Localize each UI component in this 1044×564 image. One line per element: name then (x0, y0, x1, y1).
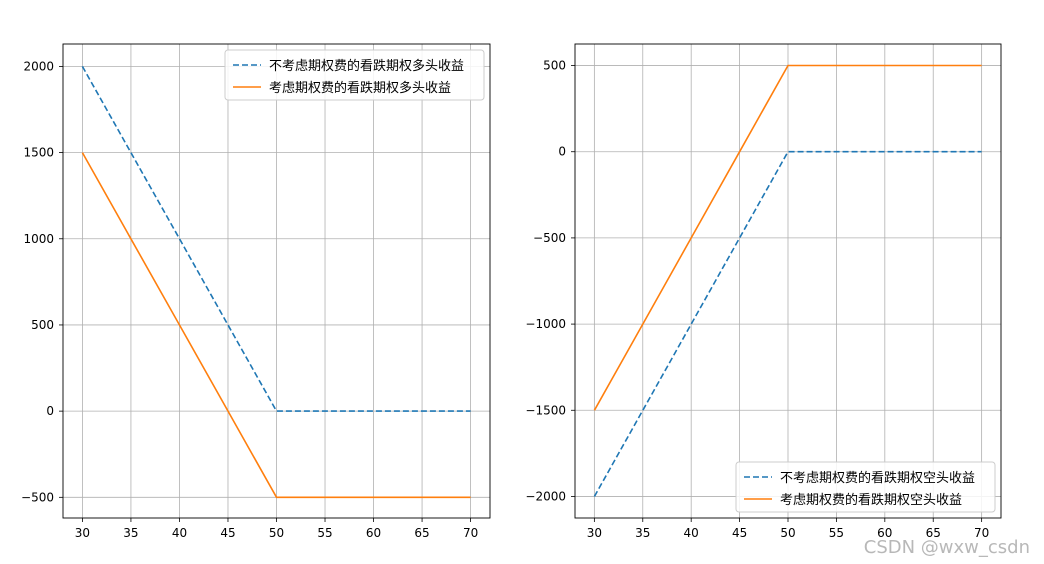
y-tick-label: 0 (46, 404, 54, 418)
x-tick-label: 55 (317, 526, 332, 540)
y-tick-label: 2000 (23, 59, 54, 73)
x-tick-label: 50 (269, 526, 284, 540)
x-tick-label: 30 (587, 526, 602, 540)
x-tick-label: 30 (75, 526, 90, 540)
x-tick-label: 45 (732, 526, 747, 540)
x-tick-label: 40 (684, 526, 699, 540)
x-tick-label: 50 (780, 526, 795, 540)
x-tick-label: 55 (829, 526, 844, 540)
y-tick-label: −500 (21, 490, 54, 504)
legend-box (735, 461, 996, 513)
y-tick-label: 500 (543, 59, 566, 73)
y-tick-label: 1500 (23, 146, 54, 160)
x-tick-label: 35 (635, 526, 650, 540)
x-tick-label: 70 (463, 526, 478, 540)
series-line-1 (81, 66, 471, 412)
y-tick-label: 500 (31, 318, 54, 332)
legend-box (224, 49, 485, 101)
series-line-1 (593, 150, 982, 497)
y-tick-label: −500 (533, 231, 566, 245)
x-tick-label: 65 (414, 526, 429, 540)
watermark: CSDN @wxw_csdn (863, 537, 1030, 558)
y-tick-label: −1500 (525, 403, 566, 417)
chart-1: 30 35 40 45 50 55 60 65 70 −500 0 500 1000 1500 2000 不考… (21, 43, 491, 540)
legend-label: 不考虑期权费的看跌期权多头收益 (269, 58, 464, 74)
x-tick-label: 60 (877, 526, 892, 540)
legend-label: 考虑期权费的看跌期权空头收益 (780, 492, 962, 508)
y-tick-label: 0 (558, 145, 566, 159)
y-tick-label: 1000 (23, 232, 54, 246)
legend-label: 不考虑期权费的看跌期权空头收益 (780, 470, 975, 486)
y-tick-label: −2000 (525, 489, 566, 503)
series-line-2 (81, 152, 471, 499)
y-tick-label: −1000 (525, 317, 566, 331)
x-tick-label: 70 (974, 526, 989, 540)
x-tick-label: 40 (172, 526, 187, 540)
series-line-2 (593, 64, 982, 411)
legend-label: 考虑期权费的看跌期权多头收益 (269, 80, 451, 96)
x-tick-label: 60 (366, 526, 381, 540)
x-tick-label: 35 (123, 526, 138, 540)
x-tick-label: 65 (926, 526, 941, 540)
x-tick-label: 45 (220, 526, 235, 540)
chart-2: 30 35 40 45 50 55 60 65 70 −2000 −1500 −1000 −500 0 50… (525, 43, 1002, 540)
